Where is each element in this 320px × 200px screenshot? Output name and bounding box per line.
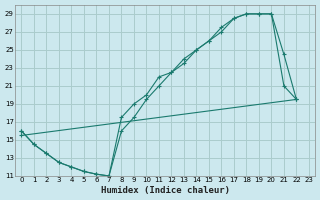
X-axis label: Humidex (Indice chaleur): Humidex (Indice chaleur) — [101, 186, 230, 195]
